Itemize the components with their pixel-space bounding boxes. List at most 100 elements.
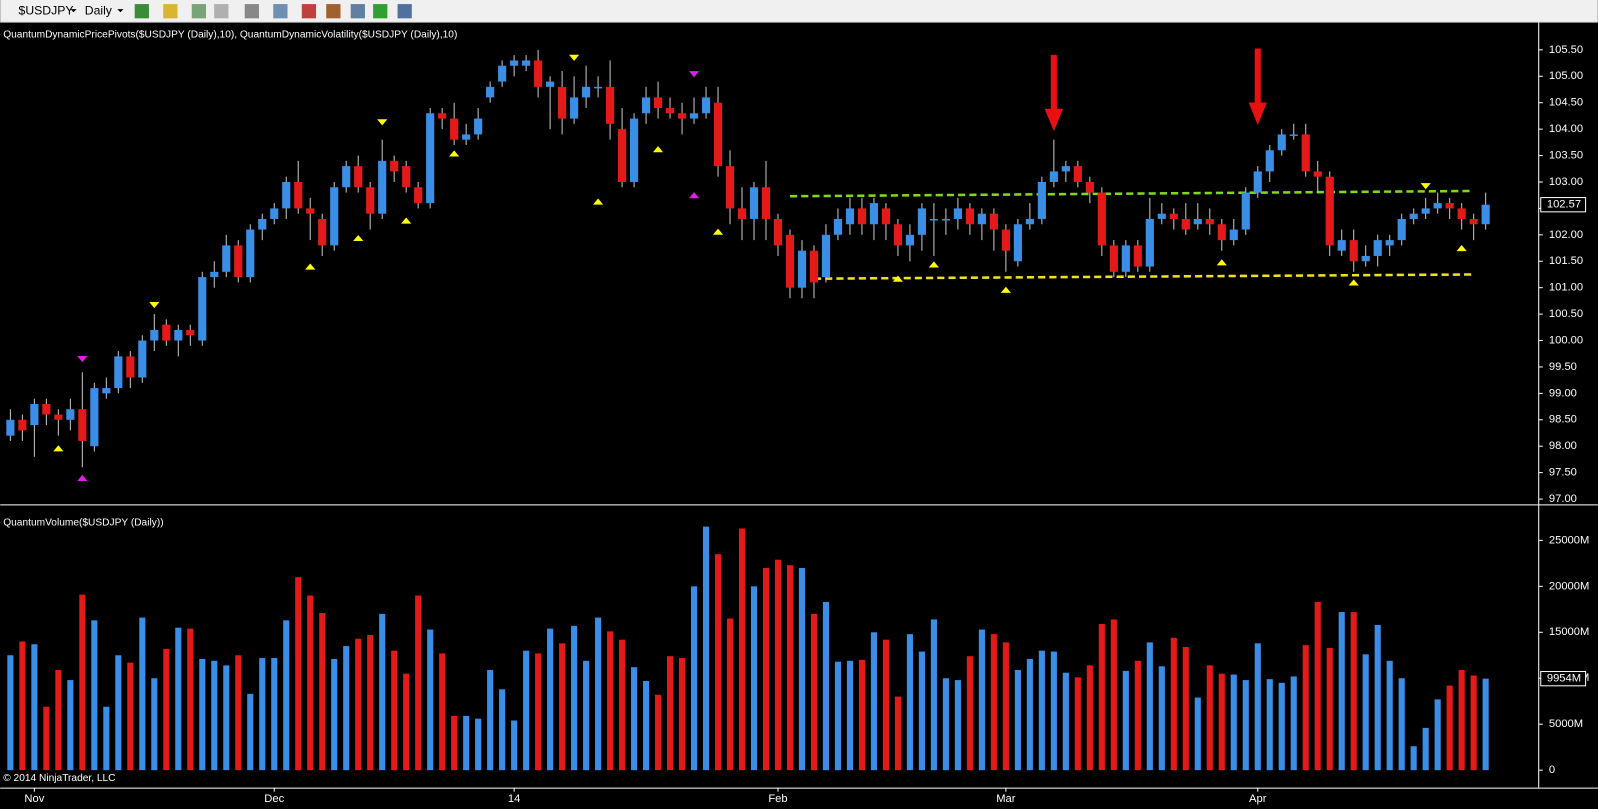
volume-bar <box>1278 682 1285 771</box>
symbol-button[interactable]: $USDJPY <box>19 3 74 17</box>
pivot-marker <box>377 119 388 126</box>
volume-bar <box>319 612 326 771</box>
y-tick-label: 104.00 <box>1549 123 1583 135</box>
candle-body <box>522 60 531 66</box>
candle-body <box>1193 218 1202 225</box>
volume-bar <box>187 628 194 771</box>
icon[interactable] <box>244 4 259 19</box>
volume-bar <box>1338 612 1345 771</box>
candle-body <box>426 113 435 204</box>
volume-bar <box>1086 665 1093 771</box>
candle-body <box>210 271 219 278</box>
volume-bar <box>750 586 758 771</box>
candle-body <box>594 86 603 89</box>
volume-bar <box>1014 669 1021 771</box>
candle-body <box>1085 181 1094 193</box>
volume-bar <box>1422 727 1429 771</box>
y-tick-label: 98.00 <box>1549 440 1577 452</box>
candle-body <box>162 324 171 341</box>
candle-body <box>1133 245 1142 267</box>
y-tick-label: 103.00 <box>1549 176 1583 188</box>
volume-bar <box>475 718 482 771</box>
volume-bar <box>403 673 410 771</box>
pivot-marker <box>569 54 580 61</box>
candle-body <box>629 118 639 182</box>
candle-body <box>893 224 903 246</box>
pivot-marker <box>892 275 904 282</box>
candle-body <box>42 403 51 415</box>
candle-body <box>474 118 483 135</box>
candle-body <box>354 166 363 188</box>
y-tick-label: 97.00 <box>1549 493 1577 505</box>
candle-body <box>1361 255 1370 262</box>
candle-body <box>186 329 195 336</box>
y-tick-label: 0 <box>1549 764 1555 776</box>
candle-body <box>66 409 75 420</box>
candle-body <box>797 250 807 288</box>
volume-bar <box>1146 642 1153 771</box>
toolbar <box>0 0 1598 23</box>
x-tick-label: Apr <box>1249 793 1267 805</box>
volume-bar <box>1050 651 1057 771</box>
candle-body <box>330 187 339 246</box>
volume-bar <box>463 715 470 771</box>
candle-body <box>929 218 938 221</box>
candle-body <box>306 208 315 214</box>
pivot-marker <box>77 355 88 363</box>
toolbar-icons[interactable] <box>134 4 412 19</box>
candle-body <box>222 245 231 272</box>
volume-bar <box>846 660 854 771</box>
volume-bar <box>1194 697 1201 771</box>
icon[interactable] <box>191 4 207 19</box>
x-tick-label: Feb <box>768 793 787 805</box>
last-volume-label: 9954M <box>1547 673 1581 685</box>
candle-body <box>701 97 711 114</box>
y-tick-label: 20000M <box>1549 580 1589 592</box>
candle-body <box>965 208 974 225</box>
volume-bar <box>199 658 206 771</box>
volume-bar <box>774 559 782 771</box>
volume-bar <box>439 653 446 771</box>
candle-body <box>1073 166 1082 182</box>
icon[interactable] <box>134 4 149 19</box>
candle-body <box>689 113 699 119</box>
pivot-marker <box>449 150 460 157</box>
candle-body <box>1169 213 1178 219</box>
volume-bar <box>559 643 566 771</box>
x-tick-label: Dec <box>264 793 284 805</box>
y-tick-label: 100.50 <box>1549 308 1583 320</box>
candle-body <box>1409 213 1418 219</box>
icon[interactable] <box>301 4 317 19</box>
volume-bar <box>607 631 614 771</box>
candle-body <box>1253 171 1262 193</box>
icon[interactable] <box>326 4 341 19</box>
volume-bar <box>271 658 278 771</box>
volume-bar <box>115 655 122 771</box>
pivot-marker <box>1000 286 1011 293</box>
volume-bar <box>690 586 698 771</box>
candle-body <box>30 403 39 426</box>
candle-body <box>1325 176 1334 246</box>
candle-body <box>1289 134 1298 136</box>
candle-body <box>1373 240 1382 256</box>
y-tick-label: 105.00 <box>1549 70 1583 82</box>
icon[interactable] <box>163 4 178 19</box>
icon[interactable] <box>397 4 412 19</box>
candle-body <box>606 86 615 124</box>
volume-bar <box>834 661 842 771</box>
y-tick-label: 101.00 <box>1549 282 1583 294</box>
icon[interactable] <box>350 4 365 19</box>
candle-body <box>773 218 783 246</box>
candle-body <box>546 81 555 87</box>
icon[interactable] <box>373 4 388 19</box>
candle-body <box>1181 218 1190 230</box>
volume-bar <box>1326 647 1333 771</box>
candle-body <box>450 118 459 140</box>
candle-body <box>917 208 927 235</box>
icon[interactable] <box>214 4 229 19</box>
interval-button[interactable]: Daily <box>85 3 113 17</box>
icon[interactable] <box>273 4 288 19</box>
pivot-marker <box>1456 244 1467 252</box>
candle-body <box>1157 213 1166 219</box>
volume-bar <box>1374 624 1381 771</box>
